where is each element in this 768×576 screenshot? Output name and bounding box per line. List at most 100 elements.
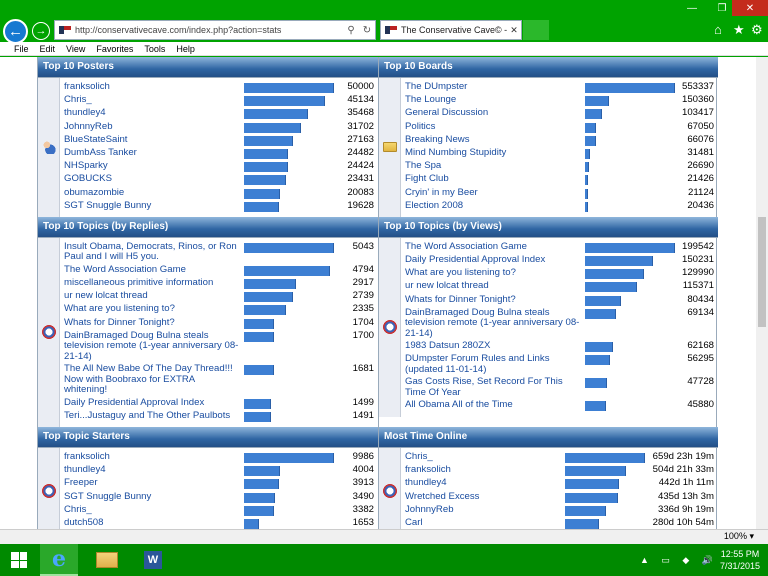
close-window-button[interactable]: ✕ <box>732 0 768 16</box>
item-link[interactable]: Election 2008 <box>405 199 464 211</box>
menu-tools[interactable]: Tools <box>144 43 166 54</box>
address-url[interactable]: http://conservativecave.com/index.php?ac… <box>75 25 282 35</box>
item-link[interactable]: BlueStateSaint <box>64 133 128 145</box>
item-link[interactable]: DUmpster Forum Rules and Links (updated … <box>405 353 550 375</box>
item-link[interactable]: Teri...Justaguy and The Other Paulbots <box>64 409 231 421</box>
home-icon[interactable]: ⌂ <box>714 22 722 37</box>
item-link[interactable]: Politics <box>405 120 436 132</box>
menu-edit[interactable]: Edit <box>39 43 56 54</box>
item-link[interactable]: DumbAss Tanker <box>64 146 137 158</box>
item-link[interactable]: Freeper <box>64 477 98 489</box>
page-scrollbar[interactable] <box>756 57 768 529</box>
item-link[interactable]: Mind Numbing Stupidity <box>405 146 507 158</box>
item-link[interactable]: JohnnyReb <box>405 503 454 515</box>
favorites-star-icon[interactable]: ★ <box>733 22 745 37</box>
item-link[interactable]: The Word Association Game <box>64 263 186 275</box>
maximize-button[interactable]: ❐ <box>717 2 727 14</box>
item-link[interactable]: ur new lolcat thread <box>405 280 489 292</box>
list-item: What are you listening to? 2335 <box>64 303 374 316</box>
item-link[interactable]: The Spa <box>405 160 442 172</box>
stats-row-3: Top Topic Starters franksolich 9986 thundl… <box>38 427 718 529</box>
forward-button[interactable]: → <box>32 22 50 40</box>
item-link[interactable]: GOBUCKS <box>64 173 112 185</box>
panel-title: Top 10 Topics (by Replies) <box>38 216 378 237</box>
stat-value: 20083 <box>347 186 374 198</box>
item-link[interactable]: The Word Association Game <box>405 240 527 252</box>
back-button[interactable]: ← <box>3 19 28 44</box>
item-link[interactable]: All Obama All of the Time <box>405 399 513 411</box>
item-link[interactable]: Carl <box>405 516 423 528</box>
gear-icon[interactable]: ⚙ <box>751 22 763 37</box>
item-link[interactable]: Chris_ <box>64 94 92 106</box>
taskbar-clock[interactable]: 12:55 PM 7/31/2015 <box>720 548 760 572</box>
item-link[interactable]: NHSparky <box>64 160 108 172</box>
menu-file[interactable]: File <box>14 43 29 54</box>
start-button[interactable] <box>0 544 38 576</box>
item-link[interactable]: SGT Snuggle Bunny <box>64 490 152 502</box>
item-link[interactable]: Chris_ <box>64 503 92 515</box>
address-bar[interactable]: http://conservativecave.com/index.php?ac… <box>54 20 376 40</box>
item-link[interactable]: What are you listening to? <box>405 267 516 279</box>
taskbar-internet-explorer[interactable]: e <box>40 544 78 576</box>
item-link[interactable]: DainBramaged Doug Bulna steals televisio… <box>405 306 580 339</box>
menu-view[interactable]: View <box>66 43 86 54</box>
taskbar-word[interactable]: W <box>134 544 172 576</box>
item-link[interactable]: Insult Obama, Democrats, Rinos, or Ron P… <box>64 240 237 263</box>
item-link[interactable]: Gas Costs Rise, Set Record For This Time… <box>405 376 563 398</box>
forward-arrow-icon: → <box>35 25 47 37</box>
item-link[interactable]: SGT Snuggle Bunny <box>64 199 152 211</box>
item-link[interactable]: Whats for Dinner Tonight? <box>405 293 516 305</box>
stat-value: 2335 <box>352 303 374 315</box>
zoom-level[interactable]: 100% ▾ <box>724 531 754 542</box>
item-link[interactable]: thundley4 <box>64 464 106 476</box>
item-link[interactable]: ur new lolcat thread <box>64 290 148 302</box>
item-link[interactable]: The All New Babe Of The Day Thread!!! No… <box>64 363 233 396</box>
item-link[interactable]: Breaking News <box>405 133 470 145</box>
bar-track <box>244 318 334 329</box>
item-link[interactable]: obumazombie <box>64 186 125 198</box>
taskbar-file-explorer[interactable] <box>88 544 126 576</box>
refresh-icon[interactable]: ↻ <box>362 24 372 36</box>
item-link[interactable]: What are you listening to? <box>64 303 175 315</box>
item-link[interactable]: miscellaneous primitive information <box>64 277 214 289</box>
item-link[interactable]: The Lounge <box>405 94 457 106</box>
list-item: franksolich 9986 <box>64 451 374 463</box>
item-link[interactable]: Wretched Excess <box>405 490 480 502</box>
list-item: What are you listening to? 129990 <box>405 267 714 280</box>
item-link[interactable]: Daily Presidential Approval Index <box>64 396 205 408</box>
stat-value: 45880 <box>687 399 714 411</box>
item-link[interactable]: DainBramaged Doug Bulna steals televisio… <box>64 329 239 362</box>
system-tray[interactable]: ▲ ▭ ◆ 🔊 <box>640 555 719 565</box>
minimize-button[interactable]: — <box>687 2 697 14</box>
bar-track <box>244 398 334 409</box>
item-link[interactable]: franksolich <box>64 81 110 92</box>
tab-conservative-cave[interactable]: The Conservative Cave© - ... ✕ <box>380 20 522 40</box>
item-link[interactable]: thundley4 <box>405 477 447 489</box>
item-link[interactable]: Chris_ <box>405 451 433 462</box>
menu-help[interactable]: Help <box>176 43 195 54</box>
item-link[interactable]: The DUmpster <box>405 81 468 92</box>
new-tab-button[interactable] <box>523 20 549 40</box>
list-item: Daily Presidential Approval Index 150231 <box>405 254 714 267</box>
scrollbar-thumb[interactable] <box>758 217 766 327</box>
tab-close-icon[interactable]: ✕ <box>510 24 518 35</box>
item-link[interactable]: thundley4 <box>64 107 106 119</box>
item-link[interactable]: Whats for Dinner Tonight? <box>64 316 175 328</box>
item-link[interactable]: General Discussion <box>405 107 489 119</box>
bar-track <box>244 148 334 159</box>
item-link[interactable]: Cryin' in my Beer <box>405 186 478 198</box>
search-icon[interactable]: ⚲ <box>347 24 355 36</box>
item-link[interactable]: dutch508 <box>64 516 104 528</box>
menu-favorites[interactable]: Favorites <box>96 43 134 54</box>
item-link[interactable]: Fight Club <box>405 173 449 185</box>
item-link[interactable]: Daily Presidential Approval Index <box>405 254 546 266</box>
item-link[interactable]: franksolich <box>405 464 451 476</box>
item-link[interactable]: JohnnyReb <box>64 120 113 132</box>
item-link[interactable]: 1983 Datsun 280ZX <box>405 340 491 352</box>
bar-track <box>244 492 334 503</box>
bar-track <box>585 308 675 319</box>
list-item: Chris_ 45134 <box>64 94 374 107</box>
panel-topic-starters: Top Topic Starters franksolich 9986 thundl… <box>38 427 378 529</box>
item-link[interactable]: franksolich <box>64 451 110 462</box>
stat-bar <box>244 242 334 253</box>
